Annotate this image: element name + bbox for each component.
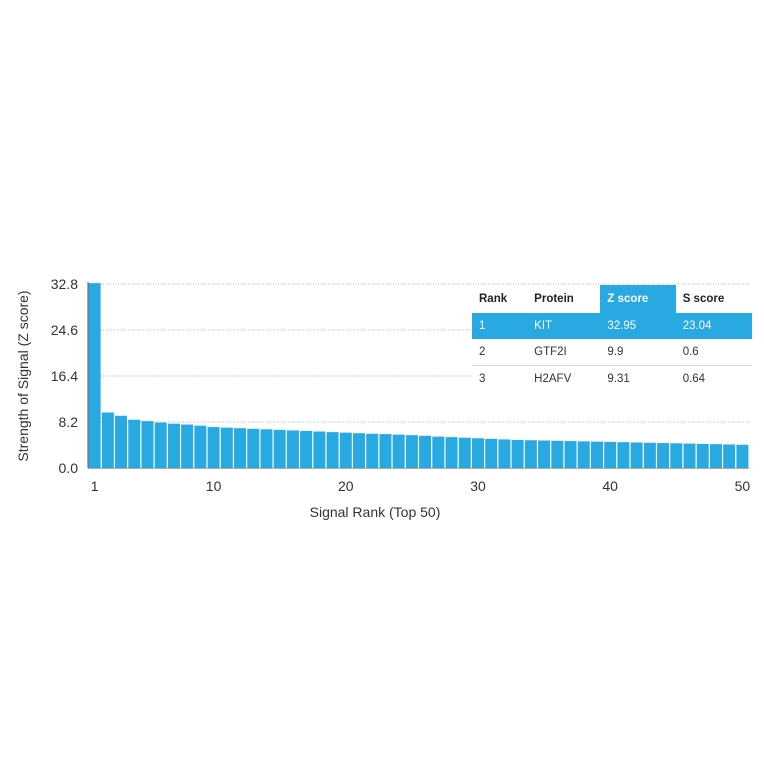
bar bbox=[604, 441, 617, 468]
y-tick-label: 0.0 bbox=[59, 460, 79, 476]
bar bbox=[498, 439, 511, 468]
x-axis-label: Signal Rank (Top 50) bbox=[310, 504, 441, 520]
bar bbox=[670, 443, 683, 468]
bar bbox=[405, 435, 418, 468]
axes bbox=[87, 282, 749, 469]
x-tick-label: 20 bbox=[338, 478, 354, 494]
bar bbox=[590, 441, 603, 468]
bar bbox=[392, 434, 405, 468]
bar bbox=[657, 443, 670, 468]
x-tick-label: 50 bbox=[735, 478, 751, 494]
bar bbox=[723, 444, 736, 468]
bar bbox=[538, 440, 551, 468]
bar bbox=[709, 444, 722, 468]
cell-z-score: 9.9 bbox=[600, 339, 676, 366]
y-axis-label: Strength of Signal (Z score) bbox=[15, 290, 31, 461]
bar bbox=[419, 435, 432, 468]
table-row: 3 H2AFV 9.31 0.64 bbox=[472, 366, 752, 393]
header-protein: Protein bbox=[534, 293, 574, 305]
bar bbox=[564, 441, 577, 468]
bar bbox=[273, 429, 286, 468]
bar bbox=[524, 440, 537, 468]
cell-protein: KIT bbox=[527, 313, 601, 339]
cell-z-score: 32.95 bbox=[600, 313, 676, 339]
bar bbox=[101, 412, 114, 468]
y-tick-label: 32.8 bbox=[51, 276, 78, 292]
bar bbox=[445, 437, 458, 468]
bar bbox=[617, 442, 630, 468]
bar bbox=[683, 443, 696, 468]
bar bbox=[286, 430, 299, 468]
bars bbox=[88, 283, 749, 468]
bar bbox=[471, 438, 484, 468]
cell-rank: 1 bbox=[472, 313, 528, 339]
bar bbox=[260, 429, 273, 468]
cell-protein: H2AFV bbox=[534, 373, 572, 385]
x-tick-label: 1 bbox=[91, 478, 99, 494]
table-row: 1 KIT 32.95 23.04 bbox=[472, 313, 752, 339]
header-s-score: S score bbox=[682, 293, 725, 305]
cell-z-score: 9.31 bbox=[607, 373, 630, 385]
y-tick-label: 24.6 bbox=[51, 322, 78, 338]
bar bbox=[313, 431, 326, 468]
cell-rank: 2 bbox=[472, 339, 528, 366]
bar bbox=[339, 432, 352, 468]
bar bbox=[485, 438, 498, 468]
bar bbox=[141, 421, 154, 468]
bar bbox=[551, 440, 564, 468]
bar bbox=[154, 422, 167, 468]
bar bbox=[88, 283, 101, 468]
header-rank: Rank bbox=[479, 293, 508, 305]
cell-rank: 3 bbox=[479, 373, 486, 385]
bar bbox=[366, 433, 379, 468]
bar bbox=[207, 427, 220, 468]
cell-s-score: 0.64 bbox=[682, 373, 706, 385]
y-tick-labels: 0.0 8.2 16.4 24.6 32.8 bbox=[51, 276, 78, 476]
top-proteins-table: Rank Protein Z score S score 1 KIT 32.95… bbox=[472, 285, 752, 392]
bar bbox=[115, 415, 128, 468]
cell-s-score: 23.04 bbox=[675, 313, 752, 339]
bar bbox=[353, 433, 366, 468]
header-z-score: Z score bbox=[600, 285, 676, 313]
bar bbox=[167, 423, 180, 468]
y-tick-label: 16.4 bbox=[51, 368, 78, 384]
bar bbox=[128, 419, 141, 468]
bar bbox=[630, 442, 643, 468]
bar bbox=[696, 443, 709, 468]
bar bbox=[432, 436, 445, 468]
table-row: 2 GTF2I 9.9 0.6 bbox=[472, 339, 752, 366]
cell-protein: GTF2I bbox=[527, 339, 601, 366]
bar bbox=[300, 430, 313, 468]
cell-s-score: 0.6 bbox=[675, 339, 752, 366]
bar bbox=[643, 442, 656, 468]
x-tick-label: 10 bbox=[206, 478, 222, 494]
bar bbox=[234, 428, 247, 468]
bar bbox=[458, 437, 471, 468]
bar bbox=[326, 432, 339, 468]
bar bbox=[194, 425, 207, 468]
x-tick-label: 30 bbox=[470, 478, 486, 494]
bar bbox=[247, 428, 260, 468]
bar bbox=[220, 427, 233, 468]
table-header-row: Rank Protein Z score S score bbox=[472, 285, 752, 313]
bar bbox=[181, 424, 194, 468]
bar bbox=[577, 441, 590, 468]
x-tick-label: 40 bbox=[602, 478, 618, 494]
x-tick-labels: 1 10 20 30 40 50 bbox=[91, 478, 751, 494]
bar bbox=[736, 444, 749, 468]
y-tick-label: 8.2 bbox=[59, 414, 79, 430]
bar bbox=[379, 434, 392, 468]
bar bbox=[511, 439, 524, 468]
